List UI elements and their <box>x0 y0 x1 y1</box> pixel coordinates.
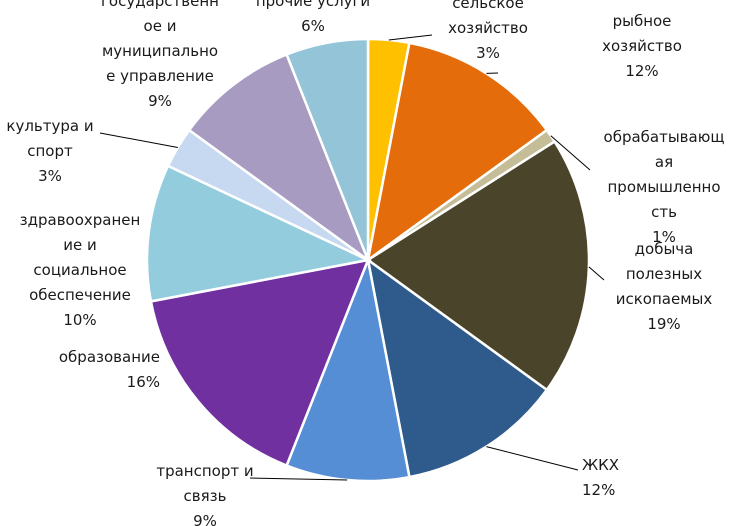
slice-label-line: ие и <box>63 236 97 254</box>
slice-label-line: государственн <box>101 0 219 10</box>
leader-line <box>588 266 605 281</box>
slice-label-line: 16% <box>127 373 160 391</box>
slice-label-line: спорт <box>27 142 73 160</box>
slice-label-line: е управление <box>106 67 214 85</box>
slice-label: образование 16% <box>59 348 160 391</box>
pie-slice <box>285 255 411 483</box>
slice-labels: сельское хозяйство 3% рыбное хозяйство 12% обр… <box>6 0 724 526</box>
slice-label-line: транспорт и <box>156 462 253 480</box>
slice-label-line: полезных <box>626 265 702 283</box>
slice-label-line: прочие услуги <box>256 0 370 10</box>
slice-label-line: ая <box>655 153 673 171</box>
slice-label-line: 10% <box>63 311 96 329</box>
slice-label-line: сть <box>651 203 677 221</box>
leader-line <box>388 34 433 41</box>
slice-label-line: ЖКХ <box>582 456 619 474</box>
slice-label-line: хозяйство <box>448 19 528 37</box>
slice-label-line: 12% <box>582 481 615 499</box>
leader-line <box>486 446 579 471</box>
slice-label: обрабатывающ ая промышленно сть 1% <box>604 128 725 246</box>
slice-label-line: здравоохранен <box>20 211 141 229</box>
slice-label: культура и спорт 3% <box>6 117 93 185</box>
slice-label-line: 1% <box>652 228 676 246</box>
slice-label-line: 12% <box>625 62 658 80</box>
slice-label: прочие услуги 6% <box>256 0 370 35</box>
pie-slice <box>149 258 370 468</box>
slice-label-line: добыча <box>635 240 694 258</box>
slice-label-line: связь <box>184 487 227 505</box>
pie-slice <box>187 52 371 264</box>
pie-slice <box>285 37 370 261</box>
slice-label-line: обеспечение <box>29 286 131 304</box>
slice-label: ЖКХ 12% <box>582 456 619 499</box>
pie-slices <box>145 37 591 483</box>
slice-label-line: обрабатывающ <box>604 128 725 146</box>
slice-label: сельское хозяйство 3% <box>448 0 528 62</box>
leader-lines <box>99 34 605 481</box>
slice-label-line: 3% <box>476 44 500 62</box>
slice-label-line: хозяйство <box>602 37 682 55</box>
slice-label: добыча полезных ископаемых 19% <box>616 240 713 333</box>
slice-label-line: муниципально <box>102 42 218 60</box>
slice-label-line: социальное <box>33 261 126 279</box>
slice-label-line: 6% <box>301 17 325 35</box>
slice-label-line: 19% <box>647 315 680 333</box>
slice-label-line: ископаемых <box>616 290 713 308</box>
leader-line <box>550 135 591 171</box>
slice-label-line: культура и <box>6 117 93 135</box>
slice-label-line: 3% <box>38 167 62 185</box>
slice-label-line: 9% <box>193 512 217 526</box>
slice-label-line: ое и <box>144 17 177 35</box>
slice-label: государственн ое и муниципально е управлени… <box>101 0 219 110</box>
slice-label: рыбное хозяйство 12% <box>602 12 682 80</box>
slice-label-line: промышленно <box>608 178 721 196</box>
slice-label: транспорт и связь 9% <box>156 462 253 526</box>
slice-label-line: сельское <box>452 0 524 12</box>
pie-slice <box>145 164 373 303</box>
slice-label-line: 9% <box>148 92 172 110</box>
slice-label: здравоохранен ие и социальное обеспечение 10… <box>20 211 141 329</box>
leader-line <box>249 477 348 481</box>
slice-label-line: образование <box>59 348 160 366</box>
leader-line <box>99 132 178 148</box>
slice-label-line: рыбное <box>613 12 672 30</box>
